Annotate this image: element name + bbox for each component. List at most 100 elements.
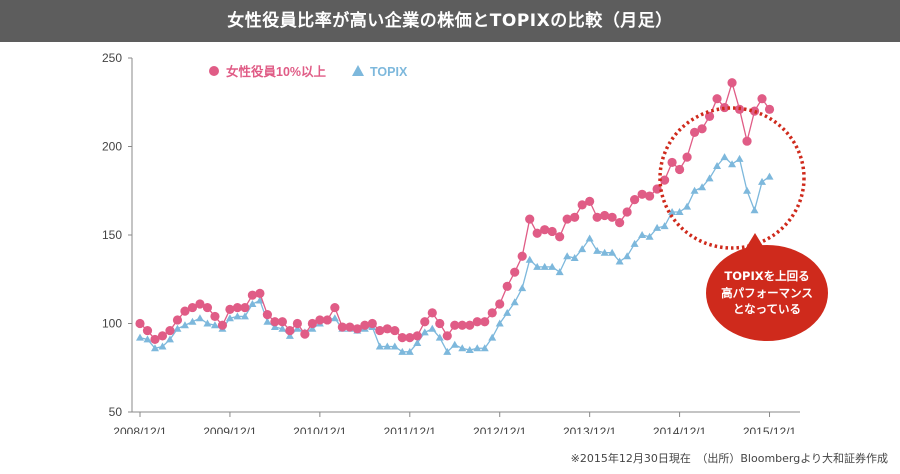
legend-triangle-icon xyxy=(352,65,364,76)
women-executives-point xyxy=(667,157,677,168)
topix-point xyxy=(165,335,174,343)
women-executives-line xyxy=(139,80,771,341)
chart-title: 女性役員比率が高い企業の株価とTOPIXの比較（月足） xyxy=(0,0,900,42)
women-executives-point xyxy=(727,78,737,88)
women-executives-point xyxy=(217,320,228,330)
women-executives-point xyxy=(517,251,527,261)
women-executives-point xyxy=(307,318,317,329)
women-executives-point xyxy=(757,94,767,104)
women-executives-point xyxy=(510,267,520,277)
y-tick-label: 150 xyxy=(102,228,122,242)
y-tick-label: 200 xyxy=(102,140,122,154)
topix-point xyxy=(533,262,542,270)
women-executives-point xyxy=(172,315,183,325)
topix-point xyxy=(180,321,189,329)
topix-point xyxy=(420,328,429,336)
topix-point xyxy=(698,183,707,191)
topix-point xyxy=(405,347,414,355)
topix-point xyxy=(765,172,774,180)
women-executives-point xyxy=(600,210,610,221)
women-executives-point xyxy=(674,164,685,175)
x-tick-label: 2012/12/1 xyxy=(473,425,527,434)
y-tick-label: 250 xyxy=(102,51,122,65)
topix-point xyxy=(248,300,257,308)
women-executives-point xyxy=(420,317,430,327)
women-executives-point xyxy=(764,104,775,114)
topix-point xyxy=(675,207,684,215)
topix-point xyxy=(390,342,399,350)
topix-point xyxy=(136,333,144,341)
women-executives-point xyxy=(300,329,310,339)
women-executives-point xyxy=(157,331,168,341)
women-executives-point xyxy=(487,308,497,318)
topix-point xyxy=(435,333,444,341)
women-executives-point xyxy=(442,331,452,341)
women-executives-point xyxy=(622,207,632,217)
women-executives-point xyxy=(375,325,385,336)
source-note: ※2015年12月30日現在 （出所）Bloombergより大和証券作成 xyxy=(570,452,888,465)
women-executives-point xyxy=(142,325,153,336)
women-executives-point xyxy=(232,302,243,313)
topix-point xyxy=(480,344,489,352)
topix-point xyxy=(623,252,632,260)
women-executives-point xyxy=(135,318,145,329)
women-executives-point xyxy=(285,325,295,336)
topix-point xyxy=(743,186,752,194)
topix-point xyxy=(398,347,407,355)
topix-point xyxy=(563,252,572,260)
series-topix xyxy=(136,153,774,355)
x-tick-label: 2015/12/1 xyxy=(743,425,797,434)
women-executives-point xyxy=(540,225,550,235)
topix-point xyxy=(150,344,159,352)
callout-text: TOPIXを上回る 高パフォーマンス となっている xyxy=(721,268,813,317)
topix-point xyxy=(615,257,624,265)
women-executives-point xyxy=(405,333,415,343)
topix-point xyxy=(240,312,249,320)
topix-point xyxy=(173,324,182,332)
y-tick-label: 100 xyxy=(102,317,122,331)
women-executives-point xyxy=(607,212,617,222)
women-executives-point xyxy=(697,124,707,134)
chart-legend: 女性役員10%以上 TOPIX xyxy=(209,64,408,79)
topix-point xyxy=(443,347,452,355)
women-executives-point xyxy=(315,315,325,325)
topix-point xyxy=(488,333,497,341)
topix-point xyxy=(645,232,654,240)
topix-point xyxy=(585,234,594,242)
women-executives-point xyxy=(150,334,160,345)
topix-point xyxy=(653,223,662,231)
women-executives-point xyxy=(525,214,535,224)
women-executives-point xyxy=(412,331,422,341)
topix-point xyxy=(540,262,549,270)
topix-point xyxy=(683,202,692,210)
topix-point xyxy=(593,246,602,254)
performance-callout: TOPIXを上回る 高パフォーマンス となっている xyxy=(706,245,828,341)
women-executives-point xyxy=(180,306,190,316)
topix-point xyxy=(510,298,519,306)
women-executives-point xyxy=(187,302,198,313)
line-chart: 50 100 150 200 250 2008/12/1 2009/12/1 2010/12… xyxy=(102,51,806,434)
women-executives-point xyxy=(570,212,580,222)
women-executives-point xyxy=(352,324,362,334)
x-tick-labels: 2008/12/1 2009/12/1 2010/12/1 2011/12/1 2012… xyxy=(113,425,796,434)
legend-circle-icon xyxy=(209,66,219,76)
topix-point xyxy=(578,245,587,253)
women-executives-point xyxy=(202,302,213,313)
topix-point xyxy=(668,207,677,215)
topix-point xyxy=(600,248,609,256)
topix-point xyxy=(195,314,204,322)
topix-point xyxy=(188,317,197,325)
topix-point xyxy=(473,344,482,352)
women-executives-point xyxy=(592,212,602,222)
women-executives-point xyxy=(210,311,220,322)
topix-point xyxy=(630,239,639,247)
women-executives-point xyxy=(165,325,175,336)
series-women-executives xyxy=(135,78,775,345)
women-executives-point xyxy=(742,136,752,146)
women-executives-point xyxy=(472,317,482,327)
women-executives-point xyxy=(562,214,572,224)
topix-point xyxy=(330,314,339,322)
legend-label-women: 女性役員10%以上 xyxy=(226,64,327,79)
topix-point xyxy=(548,262,557,270)
women-executives-point xyxy=(682,152,692,162)
